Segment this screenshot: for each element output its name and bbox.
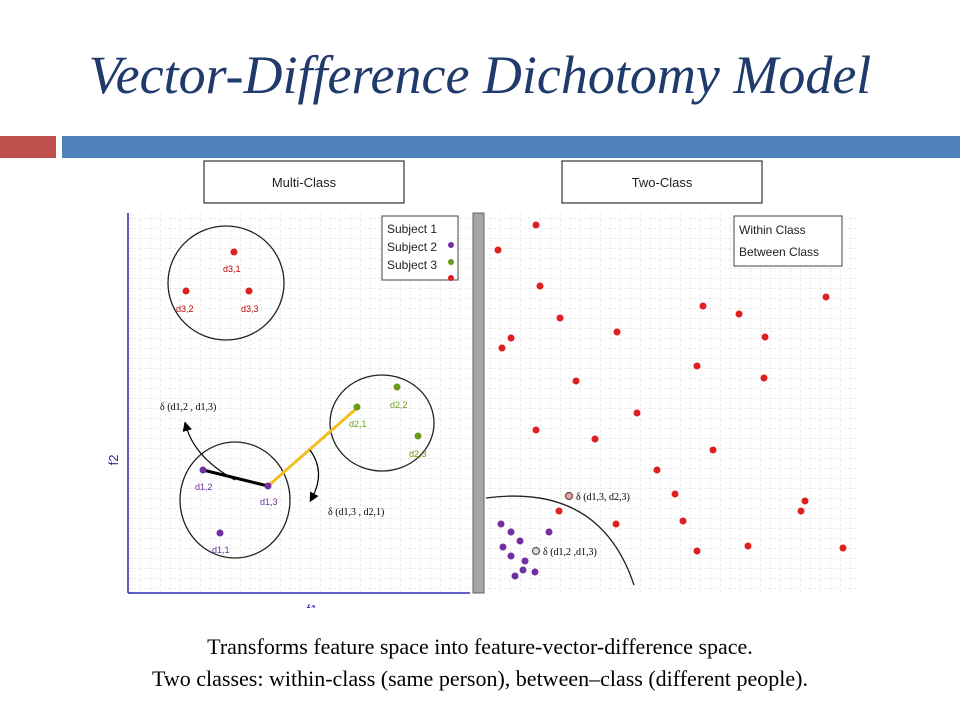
between-point [556,314,564,322]
point-d1-1 [216,529,224,537]
within-point [511,572,519,580]
within-point [531,568,539,576]
label-d2-2: d2,2 [390,400,408,410]
within-class-highlight [531,546,541,556]
label-d1-3: d1,3 [260,497,278,507]
between-point [532,221,540,229]
between-point [653,466,661,474]
left-legend-box [381,215,459,281]
between-point [801,497,809,505]
legend-marker-purple [448,242,454,248]
between-point [735,310,743,318]
between-point [536,282,544,290]
between-class-difference-line [267,406,358,488]
between-point [498,344,506,352]
between-point [679,517,687,525]
title-accent-bar-red [0,136,56,158]
within-point [519,566,527,574]
legend-marker-green [448,259,454,265]
caption-line-2: Two classes: within-class (same person),… [151,666,808,691]
within-point [507,528,515,536]
between-point [555,507,563,515]
between-point [761,333,769,341]
arrow-within-annotation [182,421,236,481]
within-point [497,520,505,528]
point-d2-3 [414,432,422,440]
legend-within-class: Within Class [739,223,806,237]
legend-marker-red [448,275,454,281]
multi-class-header: Multi-Class [272,175,337,190]
within-class-points [497,520,553,580]
cluster-subject-1 [179,441,291,559]
within-point [516,537,524,545]
point-d3-1 [230,248,238,256]
right-grid [486,213,856,593]
between-point [591,435,599,443]
arrow-between-annotation [309,449,320,503]
between-point [613,328,621,336]
legend-between-class: Between Class [739,245,819,259]
between-point [693,547,701,555]
within-point [499,543,507,551]
between-point [744,542,752,550]
dichotomy-diagram: Multi-Class Two-Class f2 f1 d3,1 d3,2 d3… [106,160,856,608]
axis-label-f2: f2 [106,455,121,466]
label-d1-1: d1,1 [212,545,230,555]
label-d3-3: d3,3 [241,304,259,314]
two-class-header-box [561,160,763,204]
annotation-between-difference: δ (d1,3 , d2,1) [328,507,384,518]
label-d3-1: d3,1 [223,264,241,274]
between-point [671,490,679,498]
legend-subject-3: Subject 3 [387,258,437,272]
annotation-within-difference: δ (d1,2 , d1,3) [160,402,216,413]
point-d1-3 [264,482,272,490]
within-point [545,528,553,536]
within-point [507,552,515,560]
between-point [633,409,641,417]
point-d1-2 [199,466,207,474]
within-point [521,557,529,565]
between-point [839,544,847,552]
between-point [507,334,515,342]
annotation-right-within: δ (d1,2 ,d1,3) [543,547,597,558]
label-d3-2: d3,2 [176,304,194,314]
axis-label-f1: f1 [307,602,318,608]
between-point [822,293,830,301]
decision-boundary-curve [485,495,635,586]
two-class-header: Two-Class [632,175,693,190]
caption-line-1: Transforms feature space into feature-ve… [207,634,753,659]
annotation-right-between: δ (d1,3, d2,3) [576,492,630,503]
point-d3-2 [182,287,190,295]
point-d3-3 [245,287,253,295]
label-d1-2: d1,2 [195,482,213,492]
label-d2-3: d2,3 [409,449,427,459]
between-class-points [494,221,847,555]
multi-class-header-box [203,160,405,204]
between-point [612,520,620,528]
between-point [797,507,805,515]
legend-subject-2: Subject 2 [387,240,437,254]
between-point [760,374,768,382]
between-class-highlight [564,491,574,501]
between-point [572,377,580,385]
between-point [532,426,540,434]
within-class-difference-line [202,468,269,488]
cluster-subject-2 [329,374,435,472]
title-accent-bar-blue [62,136,960,158]
between-point [494,246,502,254]
between-point [693,362,701,370]
between-point [699,302,707,310]
slide-title: Vector-Difference Dichotomy Model [88,45,872,105]
point-d2-2 [393,383,401,391]
legend-subject-1: Subject 1 [387,222,437,236]
point-d2-1 [353,403,361,411]
cluster-subject-3 [167,225,285,341]
panel-divider [472,212,485,594]
between-point [709,446,717,454]
right-legend-box [733,215,843,267]
label-d2-1: d2,1 [349,419,367,429]
